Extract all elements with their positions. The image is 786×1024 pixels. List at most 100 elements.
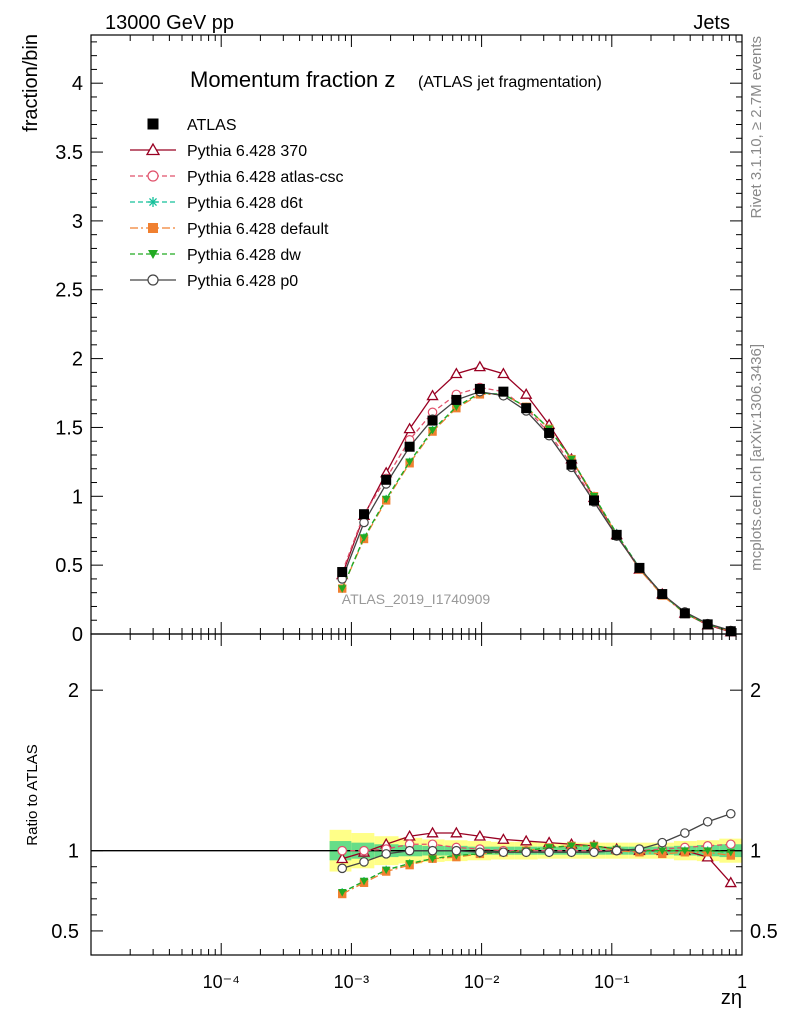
main-y-tick-label: 3 bbox=[72, 211, 83, 233]
ratio-point bbox=[544, 847, 554, 858]
main-series-line bbox=[341, 386, 731, 632]
main-point bbox=[405, 458, 414, 467]
main-point bbox=[566, 459, 577, 470]
header-right: Jets bbox=[693, 12, 730, 34]
main-point bbox=[451, 394, 462, 405]
ratio-point bbox=[703, 847, 712, 855]
main-point bbox=[428, 426, 437, 435]
legend-entry: Pythia 6.428 p0 bbox=[130, 273, 298, 290]
ratio-point bbox=[359, 857, 369, 867]
ratio-plot-frame bbox=[90, 633, 743, 956]
main-point bbox=[498, 386, 509, 397]
ratio-point bbox=[702, 816, 713, 827]
main-point bbox=[589, 495, 600, 506]
main-point bbox=[521, 403, 532, 414]
ratio-point bbox=[521, 847, 531, 858]
ratio-point bbox=[680, 828, 690, 838]
legend-marker bbox=[147, 118, 159, 130]
main-point bbox=[634, 562, 645, 573]
main-point bbox=[338, 585, 347, 593]
main-y-tick-label: 3.5 bbox=[55, 142, 83, 164]
main-point bbox=[337, 567, 348, 578]
ratio-point bbox=[337, 845, 348, 856]
ratio-y-tick-label-left: 1 bbox=[68, 841, 79, 863]
main-point bbox=[657, 589, 668, 600]
ratio-series-line bbox=[341, 845, 731, 893]
ratio-point bbox=[451, 845, 462, 856]
ratio-point bbox=[498, 847, 509, 858]
ratio-point bbox=[337, 863, 348, 874]
ratio-point bbox=[497, 833, 510, 844]
ratio-point bbox=[336, 852, 349, 864]
x-tick-label: 1 bbox=[737, 972, 747, 992]
legend-entry: Pythia 6.428 atlas-csc bbox=[130, 169, 344, 186]
main-point bbox=[427, 415, 438, 426]
x-tick-label: 10⁻⁴ bbox=[203, 972, 240, 992]
ratio-point bbox=[428, 855, 437, 863]
rivet-version-label: Rivet 3.1.10, ≥ 2.7M events bbox=[748, 36, 765, 219]
main-point bbox=[404, 441, 415, 452]
main-point bbox=[450, 367, 463, 379]
ratio-point bbox=[475, 847, 485, 858]
ratio-point bbox=[680, 847, 690, 855]
main-point bbox=[473, 360, 487, 372]
legend-label: Pythia 6.428 dw bbox=[187, 247, 301, 264]
main-point bbox=[544, 427, 555, 438]
ratio-point bbox=[359, 845, 369, 856]
main-point bbox=[497, 367, 510, 379]
x-tick-label: 10⁻¹ bbox=[594, 972, 630, 992]
ratio-point bbox=[381, 849, 391, 859]
ratio-point bbox=[634, 844, 645, 854]
ratio-point bbox=[359, 877, 369, 886]
legend-marker bbox=[145, 142, 161, 156]
legend-entry: ATLAS bbox=[147, 117, 237, 134]
legend-marker bbox=[148, 223, 158, 233]
ratio-point bbox=[725, 808, 736, 819]
ratio-series-5 bbox=[337, 808, 736, 874]
series-layer bbox=[336, 360, 737, 899]
header-left: 13000 GeV pp bbox=[105, 12, 234, 34]
legend-marker bbox=[148, 250, 158, 259]
main-point bbox=[426, 389, 439, 401]
ratio-point bbox=[589, 842, 599, 851]
legend-label: Pythia 6.428 default bbox=[187, 221, 329, 238]
legend-label: ATLAS bbox=[187, 117, 237, 134]
main-point bbox=[611, 529, 622, 540]
ratio-point bbox=[611, 845, 622, 856]
main-point bbox=[520, 388, 533, 399]
main-point bbox=[679, 608, 690, 619]
main-y-tick-label: 1 bbox=[72, 486, 83, 508]
watermark-label: ATLAS_2019_I1740909 bbox=[342, 591, 491, 607]
legend-entry: Pythia 6.428 dw bbox=[130, 247, 301, 264]
main-subtitle: (ATLAS jet fragmentation) bbox=[418, 74, 602, 91]
main-y-tick-label: 2.5 bbox=[55, 280, 83, 302]
ratio-point bbox=[566, 847, 577, 858]
main-point bbox=[381, 474, 392, 485]
main-point bbox=[725, 626, 736, 637]
main-y-tick-label: 0.5 bbox=[55, 555, 83, 577]
legend-entry: Pythia 6.428 d6t bbox=[130, 195, 303, 212]
legend-entry: Pythia 6.428 370 bbox=[130, 142, 307, 160]
legend-marker bbox=[147, 274, 159, 286]
main-point bbox=[403, 422, 416, 434]
ratio-point bbox=[657, 837, 668, 848]
ratio-point bbox=[520, 834, 533, 846]
main-title: Momentum fraction z bbox=[190, 67, 395, 92]
ratio-point bbox=[589, 847, 599, 858]
main-point bbox=[359, 509, 370, 520]
source-label: mcplots.cern.ch [arXiv:1306.3436] bbox=[748, 344, 765, 571]
ratio-point bbox=[404, 845, 415, 856]
ratio-point bbox=[473, 829, 487, 841]
main-y-tick-label: 2 bbox=[72, 349, 83, 371]
y-axis-label-top: fraction/bin bbox=[20, 34, 42, 132]
x-tick-label: 10⁻³ bbox=[334, 972, 370, 992]
x-tick-label: 10⁻² bbox=[464, 972, 500, 992]
main-y-tick-label: 1.5 bbox=[55, 417, 83, 439]
legend-label: Pythia 6.428 370 bbox=[187, 143, 307, 160]
legend-label: Pythia 6.428 p0 bbox=[187, 273, 298, 290]
ratio-y-tick-label-left: 0.5 bbox=[51, 921, 79, 943]
main-point bbox=[381, 495, 391, 504]
ratio-point bbox=[427, 845, 438, 856]
ratio-point bbox=[567, 842, 576, 851]
main-y-tick-label: 4 bbox=[72, 73, 83, 95]
